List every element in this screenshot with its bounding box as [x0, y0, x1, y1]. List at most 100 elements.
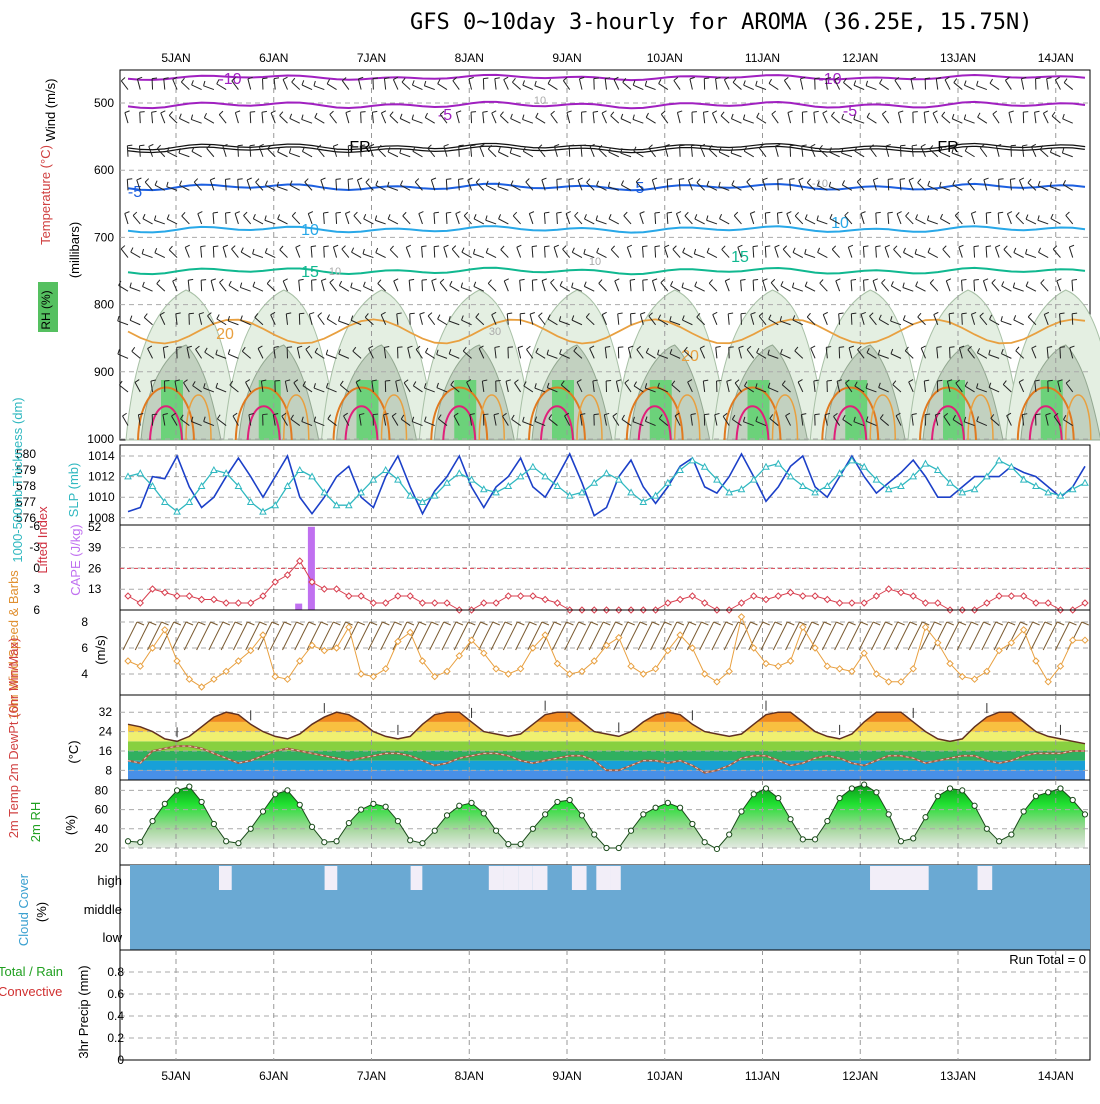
wind-barb	[157, 280, 160, 284]
wind-barb	[228, 349, 230, 354]
wind-barb	[164, 79, 165, 90]
wind-barb	[811, 144, 815, 146]
wind-barb	[724, 80, 729, 90]
wind-barb	[983, 281, 986, 291]
wind10-barb	[419, 622, 426, 625]
wind-barb	[673, 246, 677, 250]
wind-barb	[694, 249, 695, 254]
wind-barb	[709, 283, 717, 291]
wind-barb	[192, 80, 194, 85]
wind-barb	[704, 414, 709, 415]
rh2m-point	[236, 841, 241, 846]
wind-barb	[406, 247, 410, 257]
wind10-barb	[861, 622, 868, 625]
wind-barb	[659, 84, 668, 90]
wind-barb	[510, 148, 511, 153]
wind-barb	[1052, 116, 1060, 123]
wind-barb	[131, 252, 141, 258]
wind-barb	[523, 119, 533, 123]
wind-barb	[496, 380, 501, 381]
wind-barb	[900, 179, 905, 180]
wind-barb	[674, 81, 680, 90]
thickness-point	[1045, 489, 1051, 495]
wind-barb	[520, 280, 521, 291]
wind-barb	[133, 212, 137, 215]
wind-barb	[223, 245, 228, 247]
lifted-index-point	[1082, 600, 1088, 606]
wind-barb	[743, 119, 753, 123]
wind-barb	[1007, 214, 1011, 224]
lifted-index-point	[186, 593, 192, 599]
wind-barb	[292, 216, 300, 224]
wind-barb	[643, 280, 648, 281]
wind-barb	[707, 220, 717, 224]
wind-barb	[1036, 414, 1041, 415]
wind-barb	[144, 314, 147, 318]
wind-barb	[412, 85, 422, 90]
wind-barb	[462, 248, 464, 253]
wind-barb	[446, 179, 447, 190]
x-tick-label-bottom: 10JAN	[647, 1069, 683, 1083]
wind-barb	[1047, 78, 1052, 79]
wind-barb	[373, 414, 378, 415]
wind-barb	[345, 214, 348, 224]
wind-barb	[831, 116, 839, 123]
wind-barb	[315, 113, 317, 117]
wind-barb	[348, 179, 349, 190]
pressure-tick-label: 600	[94, 163, 114, 177]
wind-barb	[363, 282, 365, 287]
lifted-index-point	[493, 600, 499, 606]
rh2m-point	[898, 839, 903, 844]
wind-barb	[390, 250, 398, 258]
rh2m-point	[628, 828, 633, 833]
wind-barb	[265, 215, 266, 220]
wind-barb	[235, 113, 238, 124]
wind-barb	[597, 248, 599, 253]
ylabel-millibars: (millibars)	[67, 222, 82, 278]
wind-barb	[974, 247, 975, 258]
wind-barb	[733, 82, 741, 89]
wind-barb	[253, 282, 255, 287]
wind-barb	[1001, 316, 1002, 321]
rh2m-point	[187, 784, 192, 789]
wind-barb	[627, 247, 631, 257]
wind-barb	[582, 112, 587, 113]
cloud-high-segment	[978, 866, 993, 890]
rh2m-tick-label: 40	[95, 822, 109, 836]
wind-barb	[677, 111, 682, 113]
wind-barb	[646, 113, 648, 117]
wind-barb	[458, 179, 463, 180]
wind-barb	[792, 283, 793, 288]
wind-barb	[461, 287, 471, 291]
rh2m-point	[1046, 790, 1051, 795]
wind-barb	[225, 179, 230, 180]
wind-barb	[728, 313, 733, 314]
wind-barb	[167, 219, 177, 224]
wind-barb	[815, 78, 820, 79]
wind10-speed-point	[1082, 637, 1088, 643]
wind-barb	[876, 246, 881, 247]
wind-barb	[679, 179, 684, 180]
wind-barb	[354, 216, 361, 224]
wind-barb	[201, 247, 202, 258]
wind-barb	[518, 346, 523, 348]
wind-barb	[918, 313, 921, 317]
wind-barb	[510, 153, 520, 157]
rh2m-point	[506, 842, 511, 847]
x-tick-label-bottom: 11JAN	[745, 1069, 780, 1083]
wind-barb	[611, 250, 619, 258]
wind10-barb	[591, 622, 598, 625]
rh2m-point	[273, 792, 278, 797]
wind-barb	[247, 178, 252, 180]
wind-barb	[201, 280, 206, 281]
wind-barb	[784, 77, 788, 80]
wind-barb	[732, 180, 734, 185]
rh2m-point	[653, 805, 658, 810]
wind-barb	[888, 179, 893, 180]
thickness-point	[383, 467, 389, 473]
thickness-point	[702, 464, 708, 470]
wind-barb	[210, 178, 215, 180]
wind10-speed-point	[886, 679, 892, 685]
wind-barb	[631, 313, 636, 314]
wind-barb	[962, 313, 967, 314]
